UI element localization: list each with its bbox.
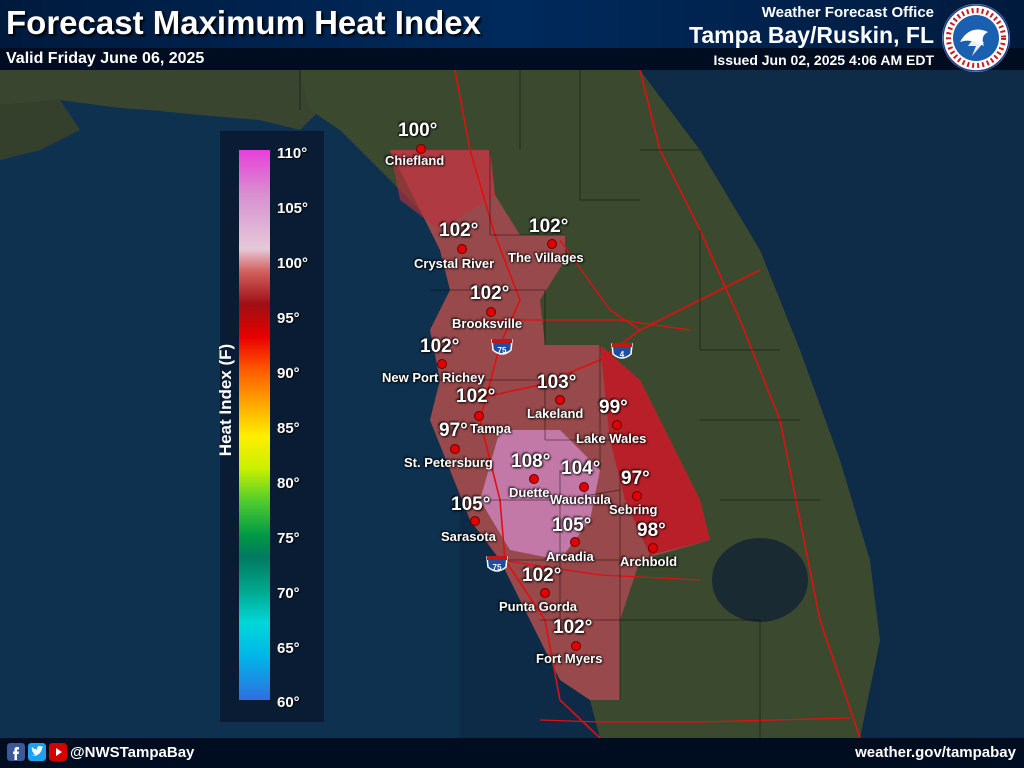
city-heat-index-value: 102° [420, 336, 460, 357]
city-name-label: Lake Wales [576, 431, 647, 446]
page-title: Forecast Maximum Heat Index [6, 4, 481, 41]
interstate-shield-icon: 75 [491, 339, 513, 355]
social-handle[interactable]: @NWSTampaBay [70, 744, 195, 761]
legend-tick-label: 80° [277, 475, 300, 492]
city-heat-index-value: 102° [456, 386, 496, 407]
legend-color-scale [239, 150, 270, 700]
city-marker[interactable] [571, 641, 581, 651]
city-heat-index-value: 103° [537, 372, 577, 393]
city-name-label: Fort Myers [536, 651, 603, 666]
city-heat-index-value: 105° [451, 494, 491, 515]
legend-tick-label: 110° [277, 145, 308, 162]
city-name-label: Arcadia [546, 549, 594, 564]
city-marker[interactable] [437, 359, 447, 369]
city-heat-index-value: 97° [439, 420, 468, 441]
website-link[interactable]: weather.gov/tampabay [855, 744, 1016, 761]
legend-tick-label: 90° [277, 365, 300, 382]
city-name-label: Archbold [620, 554, 678, 569]
city-heat-index-value: 104° [561, 458, 601, 479]
city-name-label: Wauchula [550, 492, 611, 507]
office-name: Tampa Bay/Ruskin, FL [689, 22, 934, 48]
city-name-label: Brooksville [452, 316, 523, 331]
city-marker[interactable] [474, 411, 484, 421]
interstate-shield-icon: 75 [486, 556, 508, 572]
city-heat-index-value: 102° [470, 283, 510, 304]
city-heat-index-value: 108° [511, 451, 551, 472]
issued-time: Issued Jun 02, 2025 4:06 AM EDT [713, 52, 934, 68]
footer-bar [0, 738, 1024, 768]
city-heat-index-value: 97° [621, 468, 650, 489]
city-name-label: St. Petersburg [404, 455, 493, 470]
city-heat-index-value: 100° [398, 120, 438, 141]
city-heat-index-value: 102° [522, 565, 562, 586]
city-marker[interactable] [470, 516, 480, 526]
legend-tick-label: 105° [277, 200, 309, 217]
city-marker[interactable] [486, 307, 496, 317]
city-name-label: Lakeland [527, 406, 584, 421]
city-marker[interactable] [579, 482, 589, 492]
office-label: Weather Forecast Office [761, 4, 934, 21]
facebook-icon[interactable] [7, 743, 25, 761]
city-marker[interactable] [529, 474, 539, 484]
city-heat-index-value: 102° [529, 216, 569, 237]
legend-tick-label: 85° [277, 420, 300, 437]
legend-tick-label: 100° [277, 255, 309, 272]
youtube-icon[interactable] [49, 743, 67, 761]
twitter-icon[interactable] [28, 743, 46, 761]
legend-tick-label: 95° [277, 310, 300, 327]
city-name-label: The Villages [508, 250, 584, 265]
city-name-label: Chiefland [385, 153, 445, 168]
i4-label: 4 [620, 350, 625, 359]
city-marker[interactable] [570, 537, 580, 547]
city-name-label: Duette [509, 485, 550, 500]
city-name-label: Sebring [609, 502, 658, 517]
legend-panel [220, 131, 324, 722]
city-heat-index-value: 105° [552, 515, 592, 536]
legend-tick-label: 65° [277, 640, 300, 657]
interstate-shield-icon: 4 [611, 343, 633, 359]
city-marker[interactable] [457, 244, 467, 254]
city-marker[interactable] [416, 144, 426, 154]
city-heat-index-value: 102° [439, 220, 479, 241]
legend-title: Heat Index (F) [216, 343, 235, 457]
city-heat-index-value: 102° [553, 617, 593, 638]
city-marker[interactable] [450, 444, 460, 454]
city-marker[interactable] [648, 543, 658, 553]
city-heat-index-value: 98° [637, 520, 666, 541]
city-marker[interactable] [555, 395, 565, 405]
i75-label-south: 75 [493, 563, 502, 572]
valid-date: Valid Friday June 06, 2025 [6, 50, 205, 67]
city-name-label: New Port Richey [382, 370, 485, 385]
i75-label: 75 [498, 346, 507, 355]
legend-tick-label: 60° [277, 694, 300, 711]
legend-tick-label: 75° [277, 530, 300, 547]
city-marker[interactable] [612, 420, 622, 430]
city-name-label: Punta Gorda [499, 599, 578, 614]
city-marker[interactable] [547, 239, 557, 249]
city-marker[interactable] [540, 588, 550, 598]
city-name-label: Sarasota [441, 529, 496, 544]
city-name-label: Tampa [470, 421, 511, 436]
city-heat-index-value: 99° [599, 397, 628, 418]
nws-logo-icon[interactable] [940, 2, 1012, 74]
valid-bar [0, 48, 1024, 70]
city-marker[interactable] [632, 491, 642, 501]
city-name-label: Crystal River [414, 256, 495, 271]
legend-tick-label: 70° [277, 585, 300, 602]
